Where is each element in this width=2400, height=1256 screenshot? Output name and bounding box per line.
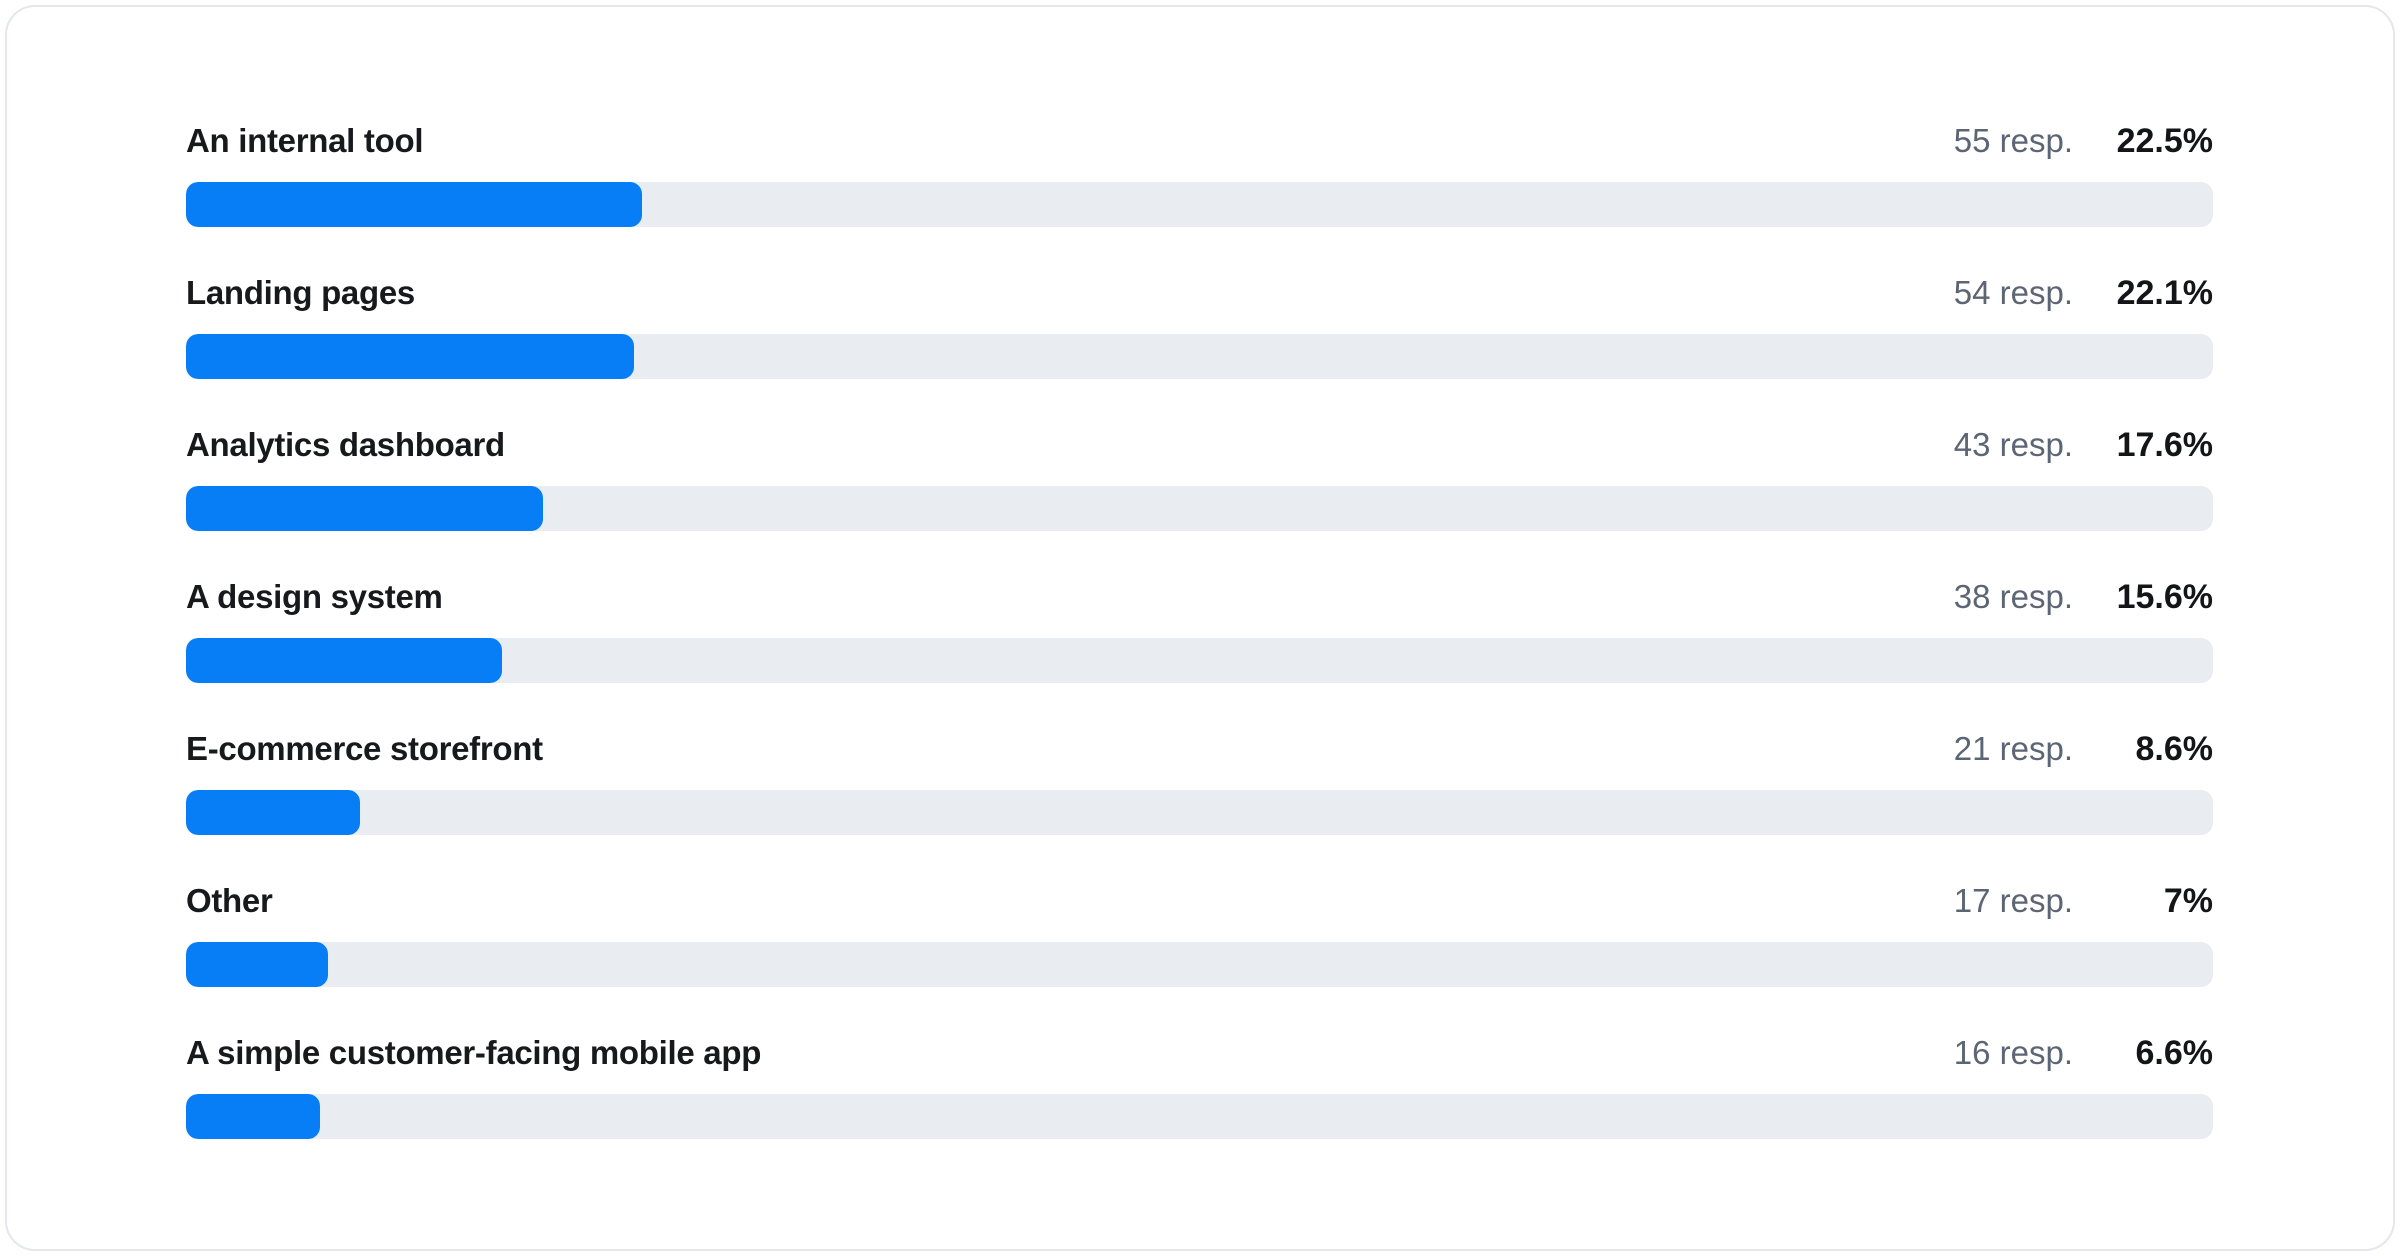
bar-track: [186, 486, 2213, 531]
option-row-header: An internal tool 55 resp. 22.5%: [186, 119, 2213, 163]
bar-fill: [186, 486, 543, 531]
response-count: 16 resp.: [1953, 1034, 2073, 1071]
response-count: 54 resp.: [1953, 274, 2073, 311]
option-row-header: A simple customer-facing mobile app 16 r…: [186, 1031, 2213, 1075]
bar-track: [186, 638, 2213, 683]
option-row: Analytics dashboard 43 resp. 17.6%: [186, 423, 2213, 531]
bar-fill: [186, 182, 643, 227]
response-count: 43 resp.: [1953, 426, 2073, 463]
bar-fill: [186, 942, 328, 987]
survey-results-card: An internal tool 55 resp. 22.5% Landing …: [5, 5, 2395, 1251]
bar-fill: [186, 790, 361, 835]
percentage-value: 22.5%: [2116, 122, 2213, 160]
option-label: Analytics dashboard: [186, 426, 505, 463]
option-row-header: Other 17 resp. 7%: [186, 879, 2213, 923]
option-row: Landing pages 54 resp. 22.1%: [186, 271, 2213, 379]
option-label: Other: [186, 882, 273, 919]
bar-track: [186, 1094, 2213, 1139]
percentage-value: 22.1%: [2116, 274, 2213, 312]
percentage-value: 17.6%: [2116, 426, 2213, 464]
response-count: 38 resp.: [1953, 578, 2073, 615]
option-row: An internal tool 55 resp. 22.5%: [186, 119, 2213, 227]
bar-track: [186, 942, 2213, 987]
bar-track: [186, 334, 2213, 379]
percentage-value: 8.6%: [2135, 730, 2214, 768]
option-row-header: Analytics dashboard 43 resp. 17.6%: [186, 423, 2213, 467]
option-label: Landing pages: [186, 274, 415, 311]
percentage-value: 7%: [2163, 882, 2213, 920]
bar-fill: [186, 334, 634, 379]
option-row-header: Landing pages 54 resp. 22.1%: [186, 271, 2213, 315]
percentage-value: 6.6%: [2135, 1034, 2214, 1072]
bar-fill: [186, 1094, 320, 1139]
option-row: Other 17 resp. 7%: [186, 879, 2213, 987]
option-label: A simple customer-facing mobile app: [186, 1034, 762, 1071]
option-label: A design system: [186, 578, 443, 615]
bar-fill: [186, 638, 503, 683]
option-row-header: A design system 38 resp. 15.6%: [186, 575, 2213, 619]
option-row: A design system 38 resp. 15.6%: [186, 575, 2213, 683]
percentage-value: 15.6%: [2116, 578, 2213, 616]
results-list: An internal tool 55 resp. 22.5% Landing …: [7, 7, 2393, 1139]
response-count: 17 resp.: [1953, 882, 2073, 919]
response-count: 55 resp.: [1953, 122, 2073, 159]
option-label: An internal tool: [186, 122, 424, 159]
option-label: E-commerce storefront: [186, 730, 543, 767]
option-row-header: E-commerce storefront 21 resp. 8.6%: [186, 727, 2213, 771]
option-row: E-commerce storefront 21 resp. 8.6%: [186, 727, 2213, 835]
bar-track: [186, 790, 2213, 835]
option-row: A simple customer-facing mobile app 16 r…: [186, 1031, 2213, 1139]
bar-track: [186, 182, 2213, 227]
response-count: 21 resp.: [1953, 730, 2073, 767]
